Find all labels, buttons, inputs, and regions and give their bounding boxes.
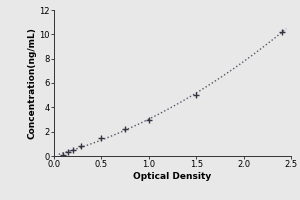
X-axis label: Optical Density: Optical Density: [134, 172, 212, 181]
Y-axis label: Concentration(ng/mL): Concentration(ng/mL): [28, 27, 37, 139]
